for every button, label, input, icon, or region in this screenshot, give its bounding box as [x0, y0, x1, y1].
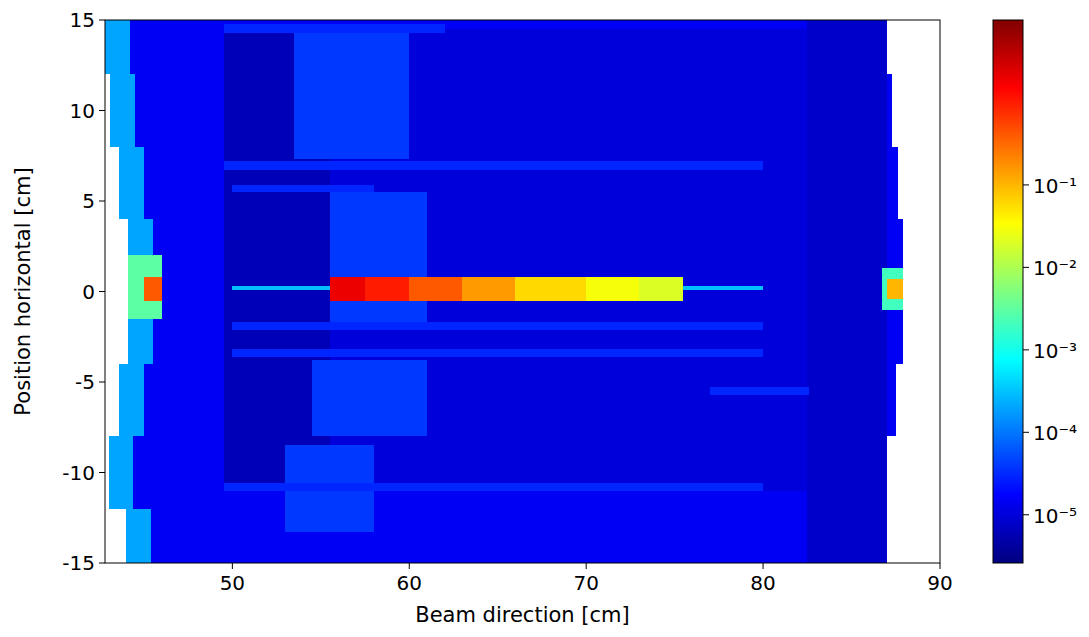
heatmap-cell	[119, 364, 144, 436]
colorbar-tick-label: 10⁻³	[1033, 339, 1077, 363]
heatmap-cell	[232, 322, 763, 329]
x-tick	[586, 563, 587, 569]
heatmap-cell	[232, 349, 763, 356]
x-tick	[409, 563, 410, 569]
heatmap-cell	[365, 277, 409, 301]
heatmap-cell	[119, 147, 144, 219]
colorbar-tick	[1023, 349, 1029, 350]
colorbar-tick	[1023, 432, 1029, 433]
x-tick-label: 70	[573, 571, 598, 595]
heatmap-cell	[224, 483, 764, 490]
heatmap-cell	[330, 301, 427, 323]
x-tick	[940, 563, 941, 569]
colorbar-tick	[1023, 514, 1029, 515]
heatmap-cell	[330, 277, 365, 301]
x-tick-label: 80	[750, 571, 775, 595]
heatmap-cell	[232, 185, 374, 192]
y-tick-label: 15	[70, 8, 95, 32]
y-tick	[99, 291, 105, 292]
y-tick-label: -15	[62, 551, 95, 575]
y-tick-label: 5	[82, 189, 95, 213]
colorbar-tick	[1023, 267, 1029, 268]
heatmap-cells	[105, 20, 903, 563]
y-tick	[99, 382, 105, 383]
heatmap-cell	[710, 387, 809, 394]
heatmap-cell	[126, 509, 878, 563]
colorbar-tick	[1023, 184, 1029, 185]
heatmap-cell	[515, 277, 586, 301]
x-tick	[232, 563, 233, 569]
x-tick-label: 50	[220, 571, 245, 595]
colorbar-tick-label: 10⁻¹	[1033, 174, 1077, 198]
heatmap-cell	[224, 24, 445, 33]
heatmap-cell	[224, 161, 764, 170]
heatmap-cell	[887, 279, 903, 299]
y-tick-label: -5	[75, 370, 95, 394]
colorbar	[993, 20, 1023, 563]
y-axis-label: Position horizontal [cm]	[11, 167, 35, 415]
heatmap-cell	[462, 277, 515, 301]
heatmap-cell	[807, 20, 887, 563]
y-tick-label: 10	[70, 99, 95, 123]
colorbar-tick-label: 10⁻⁴	[1033, 421, 1077, 445]
y-tick	[99, 201, 105, 202]
chart: 50 60 70 80 90 -15 -10 -5 0 5 10 15 Beam direction […	[0, 0, 1089, 637]
heatmap-cell	[109, 436, 134, 508]
heatmap-cell	[330, 192, 427, 277]
heatmap-cell	[882, 268, 903, 310]
x-axis-label: Beam direction [cm]	[415, 603, 629, 627]
y-tick-label: 0	[82, 280, 95, 304]
heatmap-cell	[128, 255, 162, 318]
y-tick	[99, 20, 105, 21]
heatmap-cell	[144, 277, 162, 301]
y-tick-label: -10	[62, 461, 95, 485]
y-tick	[99, 563, 105, 564]
colorbar-tick-label: 10⁻⁵	[1033, 504, 1077, 528]
colorbar-tick-label: 10⁻²	[1033, 256, 1077, 280]
y-tick	[99, 472, 105, 473]
plot-frame	[105, 20, 940, 563]
heatmap-cell	[126, 509, 151, 563]
heatmap-cell	[639, 277, 683, 301]
heatmap-cell	[409, 277, 462, 301]
x-tick-label: 90	[927, 571, 952, 595]
heatmap-cell	[110, 74, 135, 146]
heatmap-cell	[312, 360, 427, 436]
heatmap-cell	[105, 20, 130, 74]
heatmap-cell	[586, 277, 639, 301]
y-tick	[99, 110, 105, 111]
heatmap-cell	[294, 29, 409, 159]
x-tick-label: 60	[397, 571, 422, 595]
x-tick	[763, 563, 764, 569]
